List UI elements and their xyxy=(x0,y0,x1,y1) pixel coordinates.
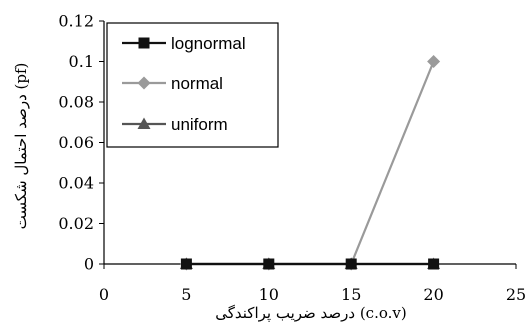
y-tick-label: 0.02 xyxy=(58,214,94,233)
series-layer xyxy=(179,55,441,271)
x-tick-label: 20 xyxy=(423,285,443,304)
x-tick-label: 5 xyxy=(181,285,191,304)
data-point-normal xyxy=(427,55,441,68)
data-point-lognormal xyxy=(263,258,275,270)
y-tick-label: 0.04 xyxy=(58,174,94,193)
x-axis-title: درصد ضریب پراکندگی (c.o.v) xyxy=(215,304,406,322)
legend-label-normal: normal xyxy=(171,74,223,93)
x-tick-label: 15 xyxy=(341,285,361,304)
data-point-lognormal xyxy=(428,258,440,270)
legend: lognormal normal uniform xyxy=(106,22,279,148)
y-tick-label: 0.06 xyxy=(58,133,94,152)
y-tick-label: 0 xyxy=(84,255,94,274)
legend-marker-lognormal xyxy=(138,37,150,49)
x-tick-label: 25 xyxy=(506,285,526,304)
legend-label-lognormal: lognormal xyxy=(171,34,246,53)
y-tick-label: 0.08 xyxy=(58,93,94,112)
x-tick-label: 10 xyxy=(259,285,279,304)
legend-marker-normal xyxy=(137,76,151,90)
legend-label-uniform: uniform xyxy=(171,115,228,134)
data-point-lognormal xyxy=(180,258,192,270)
legend-marker-uniform xyxy=(137,117,151,129)
tick-labels: 0 0.02 0.04 0.06 0.08 0.1 0.12 0 5 10 15 20 25 xyxy=(58,12,526,305)
y-axis-title: درصد احتمال شکست (pf) xyxy=(12,63,30,230)
data-point-lognormal xyxy=(345,258,357,270)
y-tick-label: 0.12 xyxy=(58,12,94,31)
x-tick-label: 0 xyxy=(99,285,109,304)
y-tick-label: 0.1 xyxy=(69,52,94,71)
